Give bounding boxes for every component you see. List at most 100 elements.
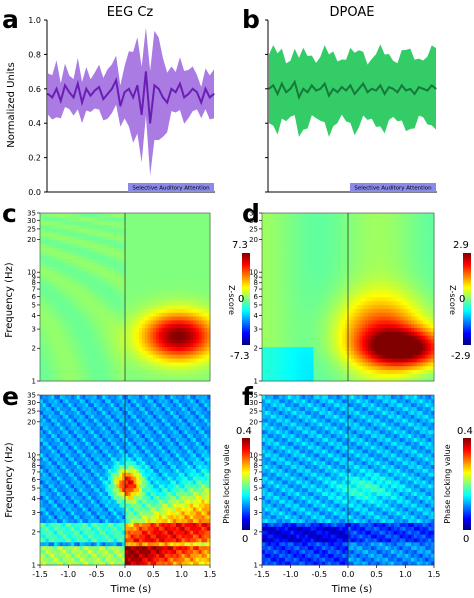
heatmap-cell-d [296, 369, 300, 374]
heatmap-cell-c [161, 339, 166, 344]
heatmap-cell-d [270, 239, 274, 245]
heatmap-cell-c [45, 274, 49, 279]
heatmap-cell-c [82, 297, 86, 302]
heatmap-cell-c [68, 281, 72, 287]
heatmap-cell-c [79, 304, 83, 309]
heatmap-cell-d [282, 293, 286, 298]
heatmap-cell-d [373, 377, 378, 382]
heatmap-cell-c [62, 251, 66, 256]
heatmap-cell-d [302, 274, 306, 279]
heatmap-cell-c [79, 232, 83, 237]
heatmap-cell-d [305, 243, 309, 248]
heatmap-cell-d [264, 346, 269, 351]
heatmap-cell-d [267, 258, 272, 264]
heatmap-cell-c [57, 304, 61, 309]
heatmap-cell-d [299, 293, 303, 298]
heatmap-cell-c [108, 235, 112, 241]
heatmap-cell-c [68, 339, 72, 344]
heatmap-cell-d [270, 373, 274, 378]
heatmap-cell-d [345, 365, 349, 371]
heatmap-cell-c [122, 251, 126, 256]
heatmap-cell-d [287, 228, 292, 233]
heatmap-cell-c [198, 323, 202, 329]
heatmap-cell-c [110, 277, 115, 283]
heatmap-cell-d [342, 300, 346, 306]
heatmap-cell-d [333, 304, 338, 309]
heatmap-cell-c [122, 270, 126, 275]
heatmap-cell-d [402, 346, 406, 351]
heatmap-cell-d [362, 342, 366, 348]
heatmap-cell-d [362, 258, 366, 264]
data-point-a [77, 83, 79, 85]
heatmap-cell-c [110, 339, 115, 344]
heatmap-cell-c [125, 258, 129, 264]
heatmap-cell-c [76, 266, 81, 271]
heatmap-cell-d [353, 377, 358, 382]
heatmap-cell-d [299, 247, 303, 252]
heatmap-cell-d [373, 243, 378, 248]
heatmap-cell-c [153, 262, 157, 267]
heatmap-cell-d [307, 369, 312, 374]
heatmap-cell-d [402, 258, 406, 264]
heatmap-cell-c [167, 258, 171, 264]
heatmap-cell-d [391, 346, 395, 351]
heatmap-cell-d [302, 361, 306, 367]
heatmap-cell-d [287, 365, 292, 371]
heatmap-cell-d [382, 358, 386, 363]
heatmap-cell-c [93, 274, 98, 279]
heatmap-cell-c [40, 216, 44, 222]
heatmap-cell-d [373, 270, 378, 275]
heatmap-cell-c [176, 228, 180, 233]
heatmap-cell-c [159, 335, 163, 340]
heatmap-cell-d [345, 331, 349, 336]
heatmap-cell-c [74, 274, 78, 279]
heatmap-cell-c [68, 213, 72, 218]
heatmap-cell-c [40, 316, 44, 321]
heatmap-cell-c [99, 361, 103, 367]
heatmap-cell-d [373, 232, 378, 237]
heatmap-cell-c [42, 224, 47, 229]
heatmap-cell-d [290, 373, 295, 378]
heatmap-cell-c [119, 373, 123, 378]
heatmap-cell-c [136, 220, 140, 225]
heatmap-cell-d [353, 216, 358, 222]
ytick-label-c: 20 [27, 236, 36, 244]
heatmap-cell-c [99, 235, 103, 241]
heatmap-cell-d [302, 312, 306, 317]
heatmap-cell-c [161, 346, 166, 351]
heatmap-cell-d [345, 277, 349, 283]
heatmap-cell-c [110, 316, 115, 321]
heatmap-cell-d [359, 270, 363, 275]
heatmap-cell-d [325, 255, 329, 260]
heatmap-cell-c [127, 258, 132, 264]
heatmap-cell-c [161, 331, 166, 336]
heatmap-cell-c [150, 213, 154, 218]
heatmap-cell-c [71, 262, 75, 267]
heatmap-cell-d [402, 297, 406, 302]
heatmap-cell-d [273, 274, 277, 279]
heatmap-cell-c [159, 297, 163, 302]
heatmap-cell-c [122, 235, 126, 241]
heatmap-cell-d [330, 319, 335, 325]
heatmap-cell-d [333, 251, 338, 256]
heatmap-cell-d [264, 358, 269, 363]
heatmap-cell-c [57, 308, 61, 313]
heatmap-cell-c [96, 220, 100, 225]
heatmap-cell-c [99, 297, 103, 302]
heatmap-cell-d [391, 354, 395, 359]
data-point-a [196, 91, 198, 93]
heatmap-cell-d [287, 213, 292, 218]
heatmap-cell-d [359, 266, 363, 271]
heatmap-cell-d [322, 327, 326, 332]
heatmap-cell-c [201, 274, 205, 279]
heatmap-cell-d [359, 262, 363, 267]
heatmap-cell-c [195, 266, 200, 271]
heatmap-cell-c [207, 255, 211, 260]
heatmap-cell-c [42, 308, 47, 313]
heatmap-cell-c [125, 297, 129, 302]
heatmap-cell-c [156, 213, 160, 218]
heatmap-cell-c [54, 316, 58, 321]
heatmap-cell-d [276, 266, 280, 271]
heatmap-cell-c [144, 316, 149, 321]
heatmap-cell-d [287, 232, 292, 237]
